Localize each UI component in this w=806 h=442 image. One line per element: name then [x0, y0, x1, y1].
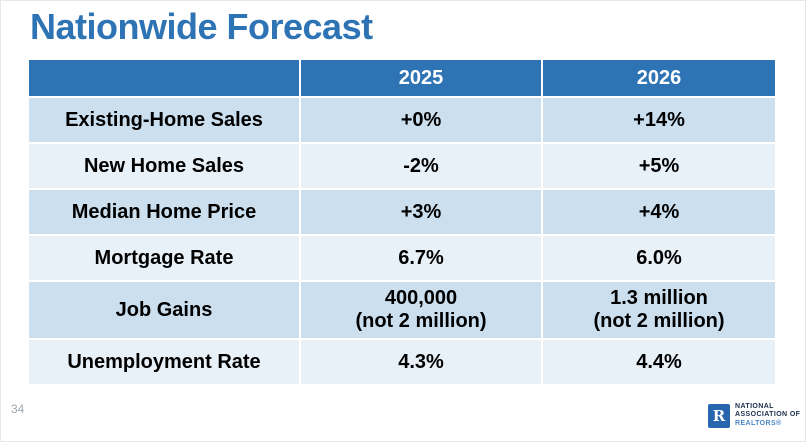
- row-label: Mortgage Rate: [27, 234, 301, 282]
- nar-logo: R NATIONAL ASSOCIATION OF REALTORS®: [708, 403, 800, 428]
- nar-logo-line-1: NATIONAL: [735, 403, 774, 410]
- row-label: Median Home Price: [27, 188, 301, 236]
- row-label: Unemployment Rate: [27, 338, 301, 386]
- table-row: Job Gains 400,000 (not 2 million) 1.3 mi…: [27, 280, 777, 340]
- table-header-blank: [27, 58, 301, 98]
- nar-logo-line-3: REALTORS®: [735, 419, 782, 427]
- row-value-2025: +3%: [299, 188, 543, 236]
- nar-logo-text: NATIONAL ASSOCIATION OF REALTORS®: [735, 403, 800, 428]
- forecast-table: 2025 2026 Existing-Home Sales +0% +14% N…: [27, 58, 777, 386]
- table-row: Existing-Home Sales +0% +14%: [27, 96, 777, 144]
- nar-r-icon: R: [708, 403, 730, 428]
- table-header-2025: 2025: [299, 58, 543, 98]
- page-title: Nationwide Forecast: [30, 6, 373, 47]
- row-value-2025: 6.7%: [299, 234, 543, 282]
- row-label: New Home Sales: [27, 142, 301, 190]
- row-value-2025: 400,000 (not 2 million): [299, 280, 543, 340]
- table-row: Median Home Price +3% +4%: [27, 188, 777, 236]
- row-value-2025: 4.3%: [299, 338, 543, 386]
- row-value-2026: 4.4%: [541, 338, 777, 386]
- row-value-2026: 1.3 million (not 2 million): [541, 280, 777, 340]
- row-value-2026: +14%: [541, 96, 777, 144]
- row-value-2026: 6.0%: [541, 234, 777, 282]
- row-value-2026: +5%: [541, 142, 777, 190]
- table-row: New Home Sales -2% +5%: [27, 142, 777, 190]
- table-row: Unemployment Rate 4.3% 4.4%: [27, 338, 777, 386]
- row-value-2025: -2%: [299, 142, 543, 190]
- page-number: 34: [11, 402, 25, 416]
- row-label: Existing-Home Sales: [27, 96, 301, 144]
- row-label: Job Gains: [27, 280, 301, 340]
- row-value-2025: +0%: [299, 96, 543, 144]
- nar-logo-line-2: ASSOCIATION OF: [735, 411, 801, 419]
- table-row: Mortgage Rate 6.7% 6.0%: [27, 234, 777, 282]
- table-header-row: 2025 2026: [27, 58, 777, 98]
- table-header-2026: 2026: [541, 58, 777, 98]
- row-value-2026: +4%: [541, 188, 777, 236]
